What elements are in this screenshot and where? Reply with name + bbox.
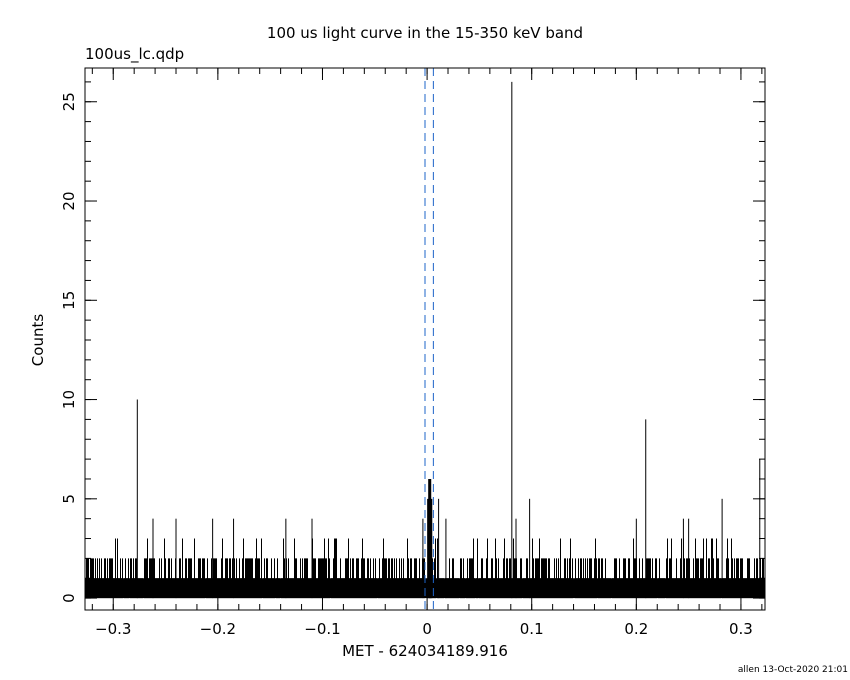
chart-title: 100 us light curve in the 15-350 keV ban… bbox=[267, 24, 583, 42]
x-tick-label: 0.1 bbox=[520, 620, 544, 638]
y-tick-label: 20 bbox=[60, 191, 78, 210]
y-tick-label: 15 bbox=[60, 291, 78, 310]
x-tick-label: −0.1 bbox=[304, 620, 340, 638]
y-axis-label: Counts bbox=[29, 314, 47, 367]
x-tick-label: 0 bbox=[422, 620, 432, 638]
axis-ticks: −0.3 −0.2 −0.1 0 0.1 0.2 0.3 0 5 10 15 20 25 bbox=[60, 68, 765, 638]
x-tick-label: 0.2 bbox=[624, 620, 648, 638]
x-axis-label: MET - 624034189.916 bbox=[342, 642, 508, 660]
x-tick-label: 0.3 bbox=[729, 620, 753, 638]
plot-frame bbox=[84, 67, 766, 611]
y-tick-label: 25 bbox=[60, 92, 78, 111]
x-tick-label: −0.3 bbox=[95, 620, 131, 638]
file-label: 100us_lc.qdp bbox=[85, 45, 184, 64]
y-tick-label: 5 bbox=[60, 494, 78, 504]
x-tick-label: −0.2 bbox=[200, 620, 236, 638]
y-tick-label: 10 bbox=[60, 390, 78, 409]
footer-stamp: allen 13-Oct-2020 21:01 bbox=[738, 665, 848, 675]
y-tick-label: 0 bbox=[60, 593, 78, 603]
